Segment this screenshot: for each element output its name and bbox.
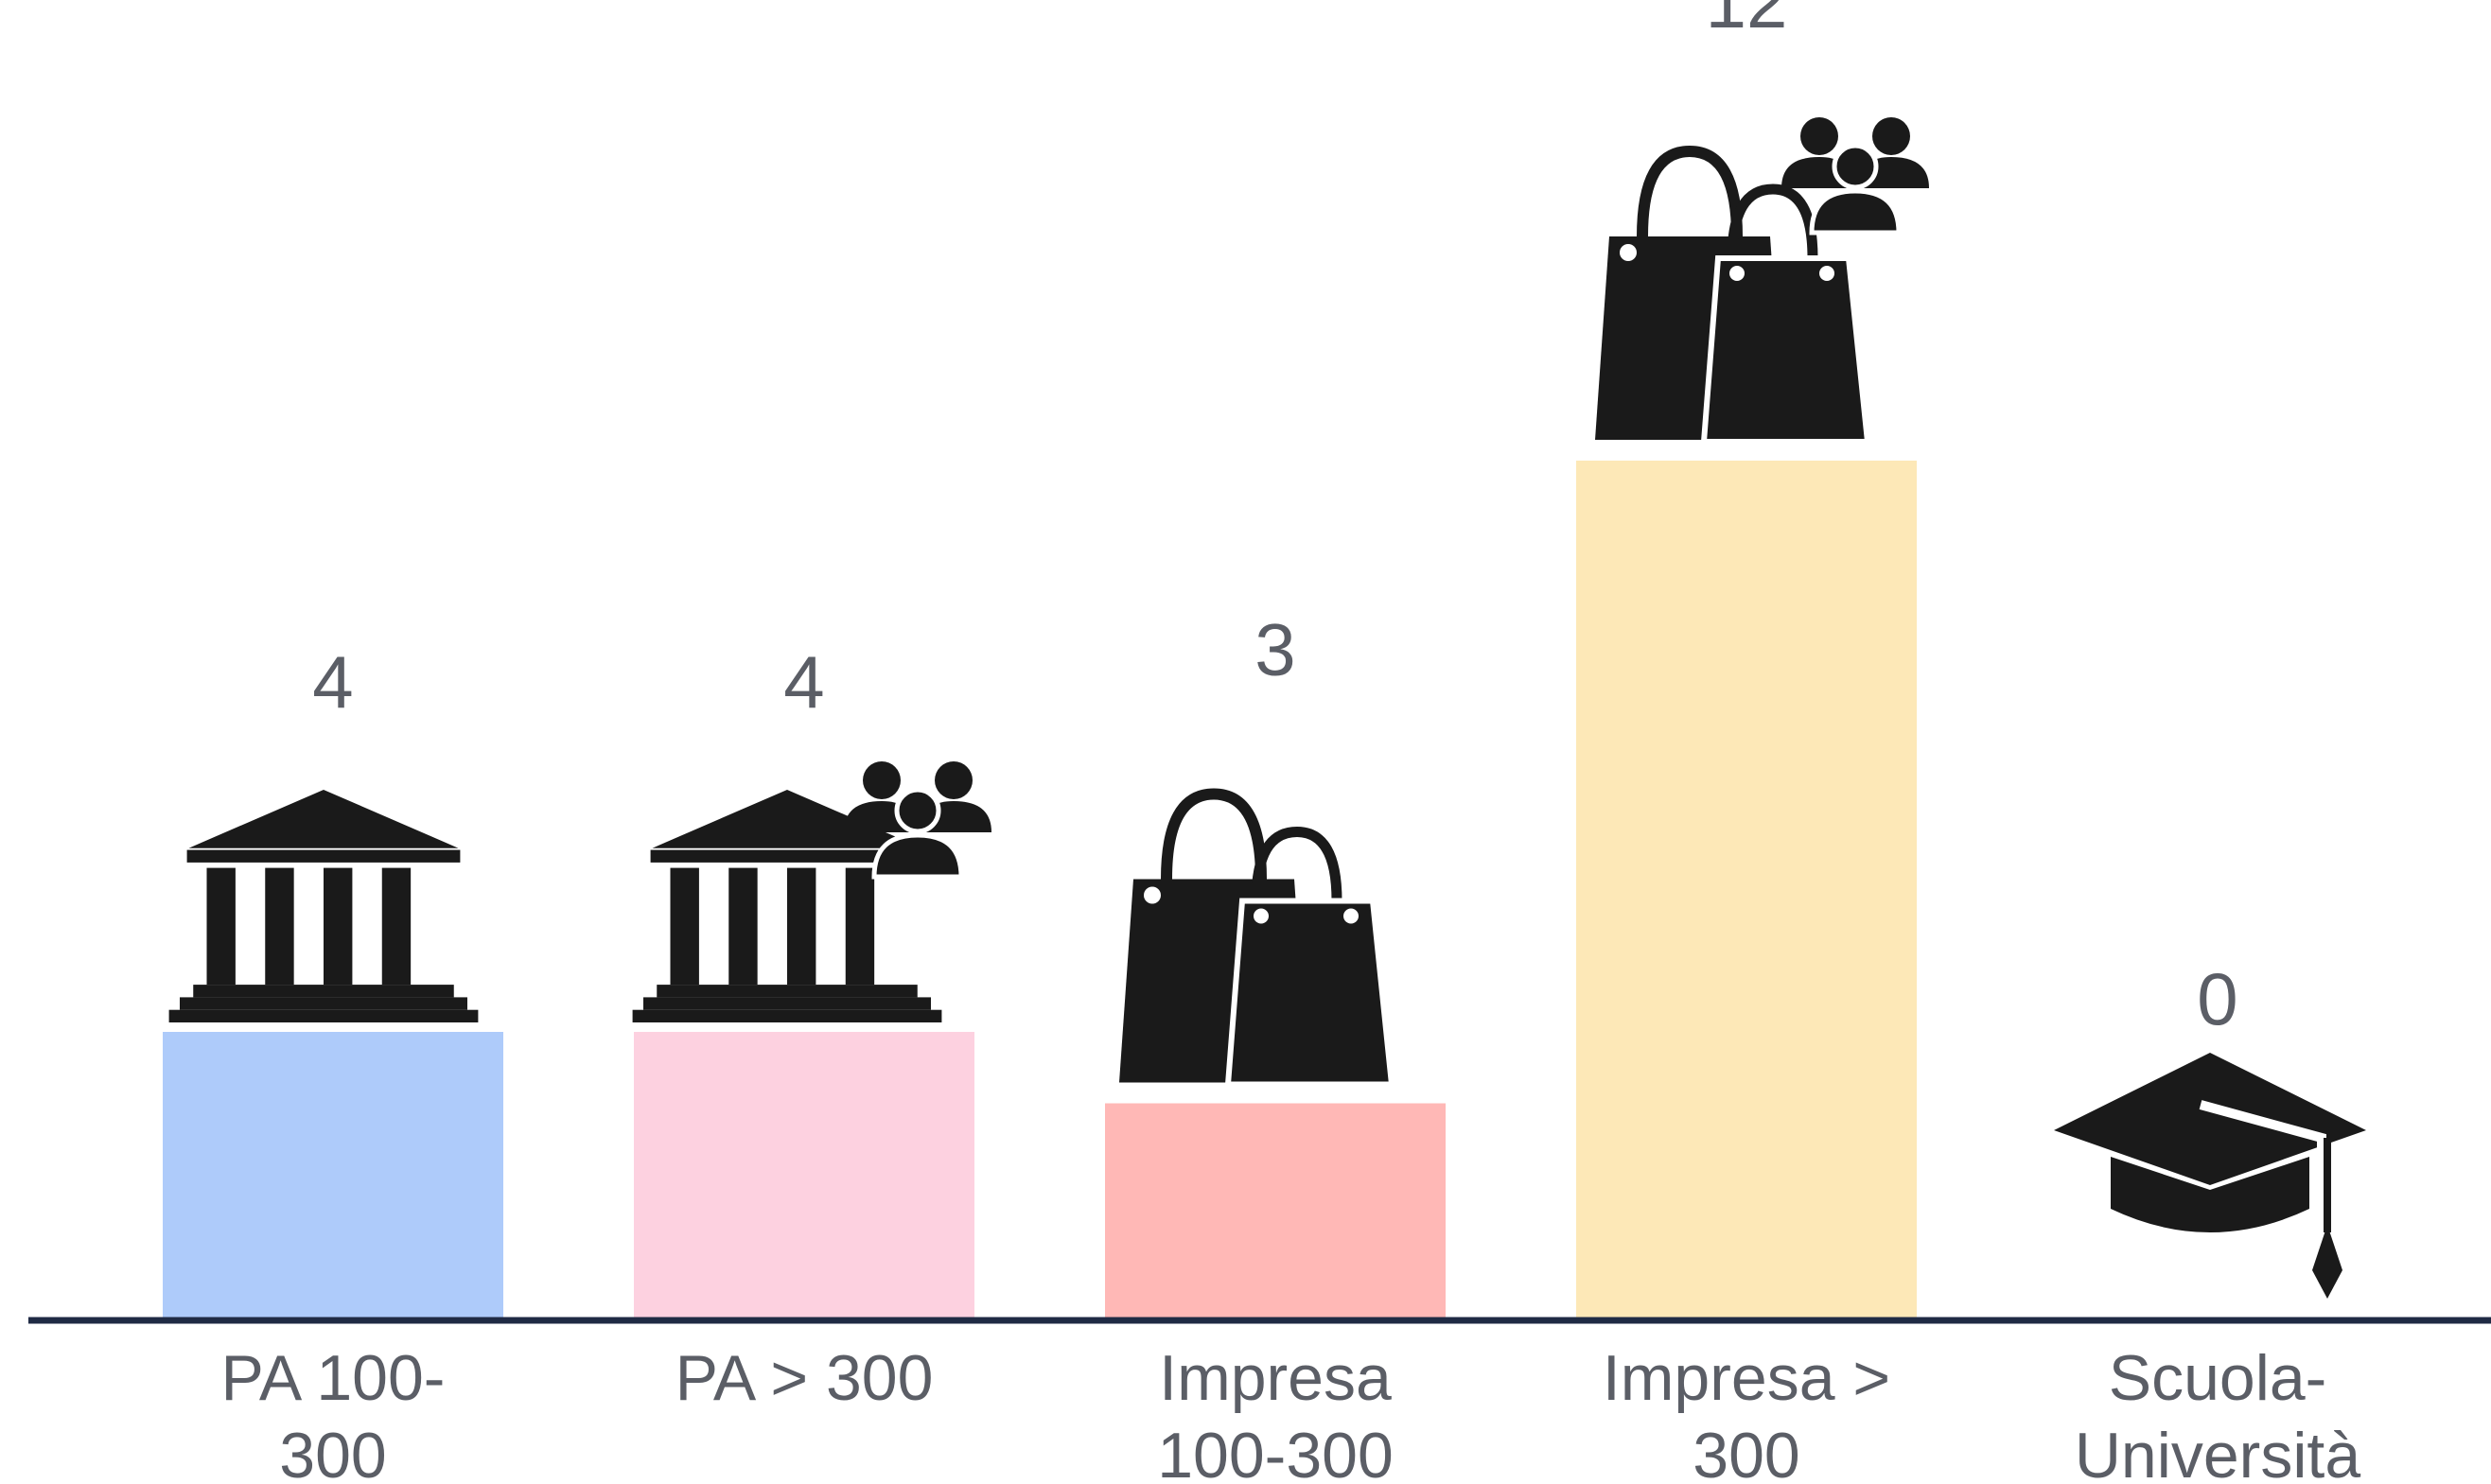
data-label: 12: [1706, 0, 1788, 44]
x-tick-label: PA 100-300: [221, 1342, 446, 1484]
x-tick-label: Scuola-Università: [2075, 1342, 2360, 1484]
x-tick-label: Impresa >300: [1603, 1342, 1890, 1484]
institution-icon: [168, 789, 479, 1022]
data-label: 0: [2197, 957, 2237, 1040]
bar-2: [634, 1032, 974, 1318]
bar-4: [1576, 461, 1917, 1318]
bar-1: [163, 1032, 503, 1318]
bar-3: [1105, 1103, 1446, 1318]
data-label: 4: [312, 640, 353, 724]
x-tick-label: PA > 300: [675, 1342, 934, 1414]
graduation-cap-icon: [2054, 1053, 2366, 1299]
x-tick-label: Impresa 100-300: [1157, 1342, 1394, 1484]
data-label: 3: [1254, 608, 1295, 691]
shopping-bags-icon: [1595, 151, 1868, 442]
data-label: 4: [783, 640, 824, 724]
shopping-bags-icon: [1119, 794, 1392, 1085]
